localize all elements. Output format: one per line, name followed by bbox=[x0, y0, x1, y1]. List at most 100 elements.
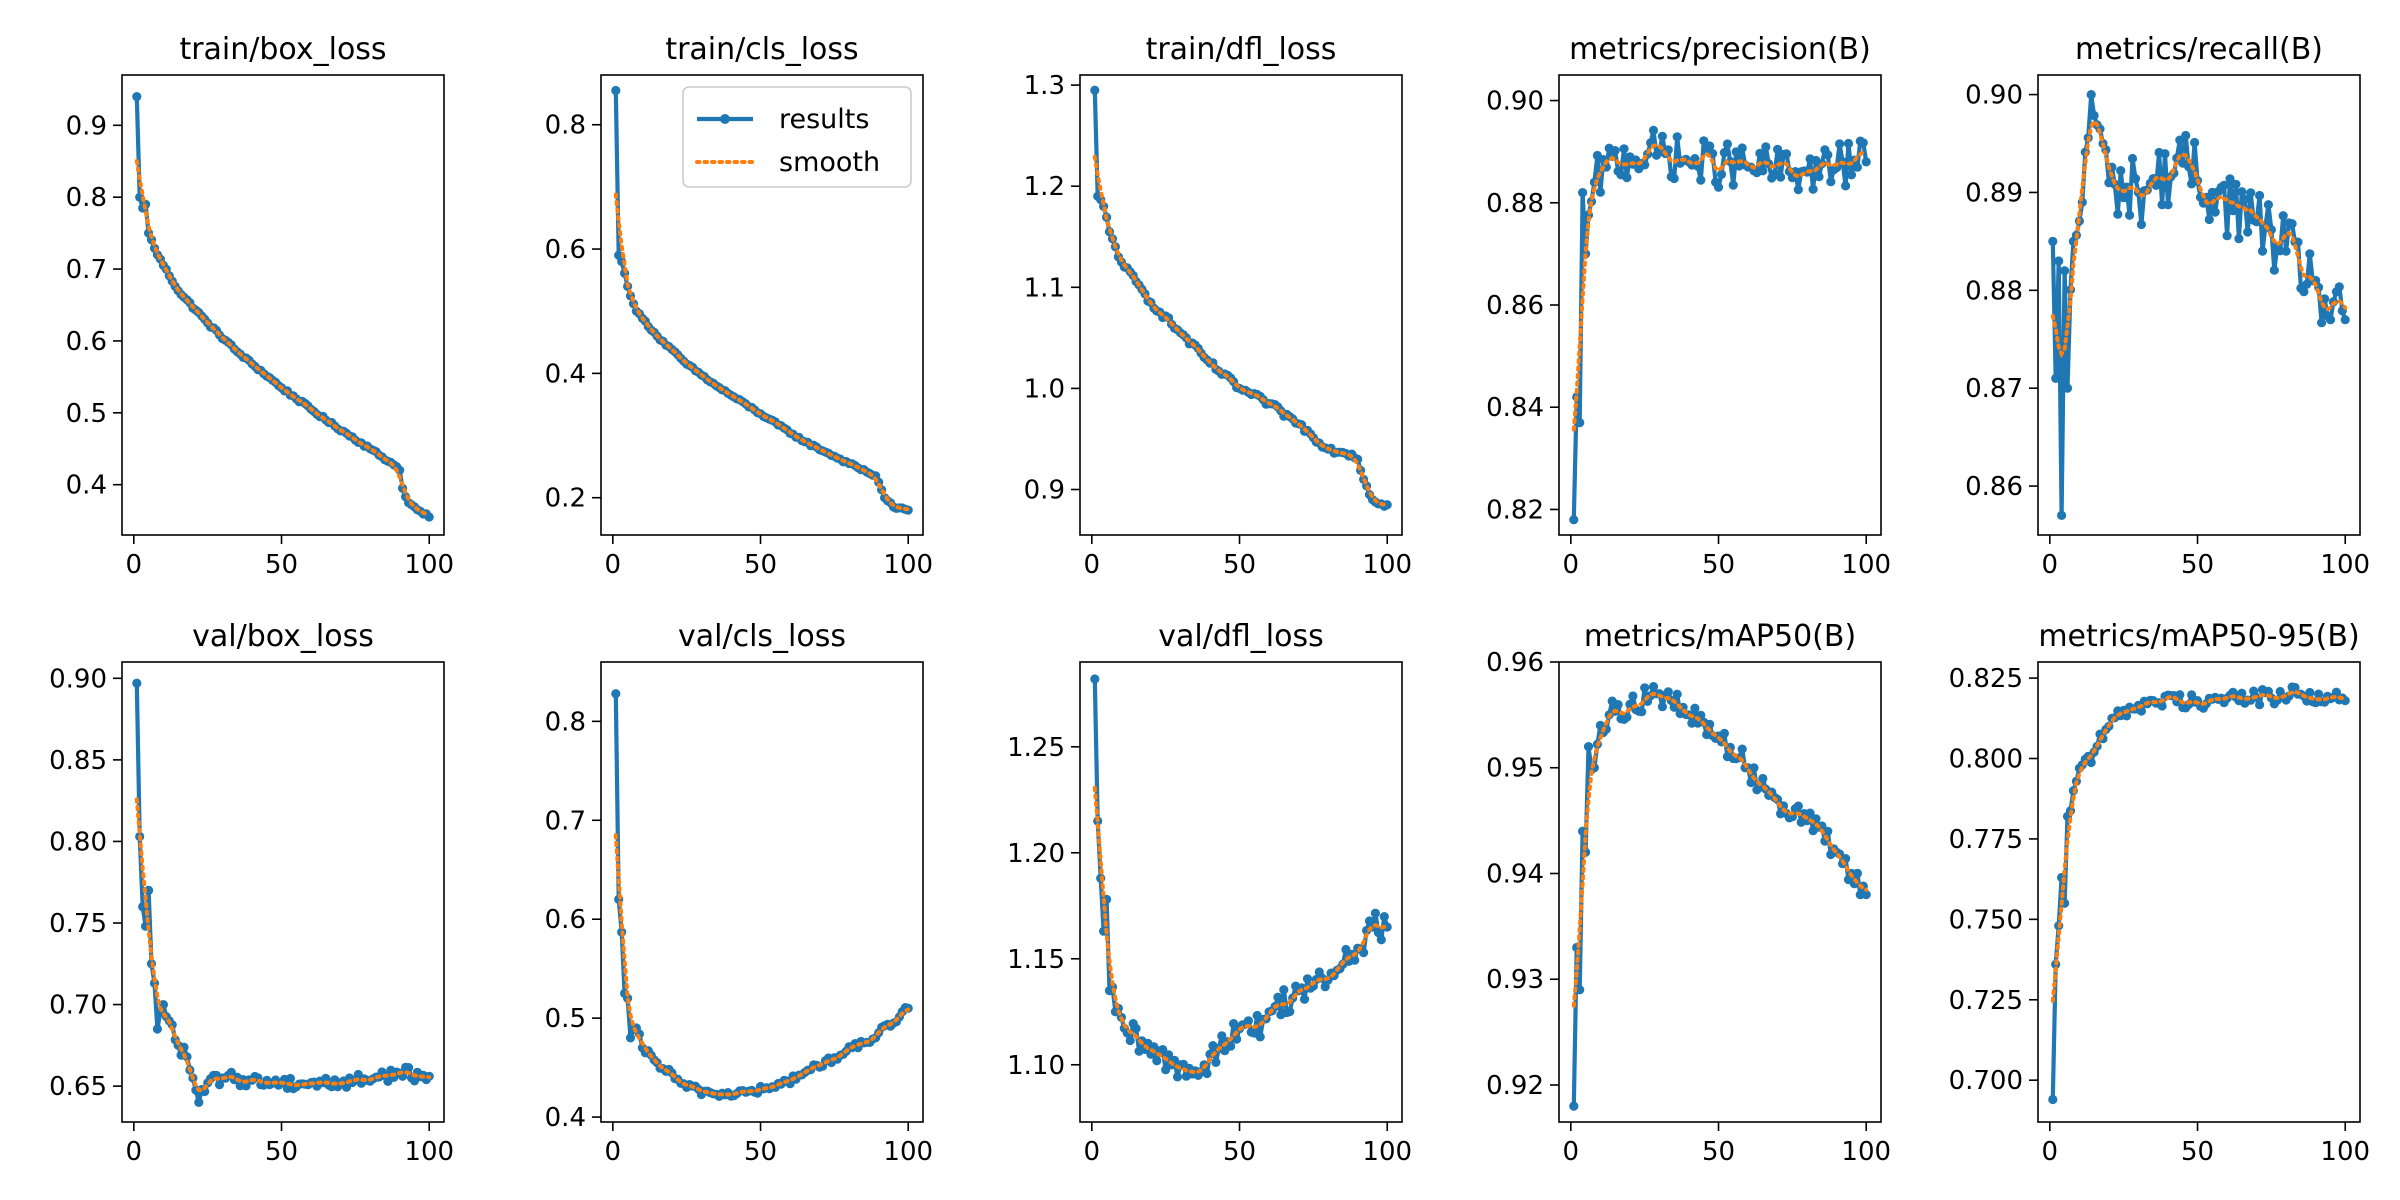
y-tick-label: 1.25 bbox=[1007, 733, 1065, 763]
results-point bbox=[1690, 703, 1700, 713]
x-tick-label: 100 bbox=[883, 1137, 933, 1167]
results-point bbox=[2057, 510, 2067, 520]
subplot-title: train/dfl_loss bbox=[1146, 32, 1337, 67]
results-point bbox=[1299, 994, 1310, 1004]
axes-frame bbox=[1558, 74, 1882, 536]
y-tick-label: 0.8 bbox=[545, 111, 586, 141]
x-tick-label: 0 bbox=[1084, 1137, 1101, 1167]
results-point bbox=[2054, 256, 2064, 266]
results-point bbox=[132, 678, 142, 688]
axes-frame bbox=[1558, 661, 1882, 1123]
results-point bbox=[2051, 373, 2061, 383]
x-tick-label: 0 bbox=[2042, 1137, 2059, 1167]
results-point bbox=[1749, 763, 1759, 773]
results-point bbox=[1814, 172, 1824, 182]
results-point bbox=[2136, 219, 2146, 230]
results-point bbox=[2184, 162, 2194, 172]
results-point bbox=[1728, 180, 1738, 190]
axes-frame bbox=[121, 74, 445, 536]
results-point bbox=[2187, 690, 2197, 700]
x-tick-label: 100 bbox=[1841, 550, 1891, 580]
results-point bbox=[2127, 153, 2138, 164]
results-point bbox=[2210, 207, 2220, 217]
results-point bbox=[2048, 1094, 2058, 1105]
results-point bbox=[2130, 174, 2141, 184]
results-point bbox=[2228, 206, 2238, 216]
results-point bbox=[2151, 180, 2161, 190]
results-point bbox=[1622, 173, 1632, 183]
results-point bbox=[1648, 682, 1659, 692]
results-point bbox=[1657, 702, 1667, 712]
results-point bbox=[2175, 690, 2185, 700]
results-point bbox=[1705, 141, 1715, 151]
x-tick-label: 100 bbox=[2320, 1137, 2370, 1167]
results-point bbox=[2243, 227, 2253, 237]
x-tick-label: 0 bbox=[605, 550, 622, 580]
x-tick-label: 50 bbox=[1223, 550, 1256, 580]
y-tick-label: 0.5 bbox=[66, 399, 107, 429]
y-tick-label: 0.88 bbox=[1965, 276, 2023, 306]
y-tick-label: 0.9 bbox=[1024, 476, 1065, 506]
x-tick-label: 0 bbox=[605, 1137, 622, 1167]
results-point bbox=[200, 1086, 210, 1097]
results-point bbox=[2314, 689, 2324, 699]
results-point bbox=[2116, 166, 2126, 176]
results-point bbox=[611, 85, 621, 96]
y-tick-label: 0.86 bbox=[1965, 472, 2023, 502]
x-tick-label: 0 bbox=[1084, 550, 1101, 580]
axes-frame bbox=[1079, 661, 1403, 1123]
results-point bbox=[1090, 85, 1100, 95]
subplot-title: metrics/mAP50-95(B) bbox=[2038, 619, 2359, 654]
results-point bbox=[1569, 1101, 1579, 1111]
subplot-title: train/cls_loss bbox=[665, 32, 858, 67]
results-point bbox=[194, 1097, 204, 1107]
results-point bbox=[1808, 184, 1818, 194]
y-tick-label: 0.750 bbox=[1949, 905, 2023, 935]
subplot-8: val/dfl_loss 0 50 100 1.10 1.15 1.20 1.25 bbox=[1007, 619, 1412, 1167]
results-point bbox=[1610, 146, 1620, 156]
axes-frame bbox=[600, 661, 924, 1123]
x-tick-label: 100 bbox=[1362, 550, 1412, 580]
results-point bbox=[2231, 179, 2241, 189]
results-point bbox=[1657, 131, 1667, 141]
results-line bbox=[613, 693, 909, 1099]
y-tick-label: 0.700 bbox=[1949, 1066, 2023, 1096]
subplot-title: val/cls_loss bbox=[678, 619, 846, 654]
results-point bbox=[1699, 136, 1709, 146]
results-point bbox=[152, 1024, 162, 1034]
y-tick-label: 0.95 bbox=[1486, 754, 1544, 784]
y-tick-label: 0.800 bbox=[1949, 745, 2023, 775]
results-point bbox=[2181, 130, 2191, 141]
smooth-line bbox=[613, 833, 911, 1097]
x-tick-label: 100 bbox=[1362, 1137, 1412, 1167]
smooth-line bbox=[2050, 118, 2348, 359]
results-point bbox=[2163, 200, 2173, 210]
x-tick-label: 50 bbox=[1223, 1137, 1256, 1167]
results-point bbox=[1575, 418, 1585, 428]
axes-frame bbox=[600, 74, 924, 536]
results-markers bbox=[611, 689, 913, 1101]
results-point bbox=[1716, 169, 1727, 179]
results-point bbox=[1637, 707, 1647, 717]
results-point bbox=[2219, 180, 2229, 190]
x-tick-label: 50 bbox=[1702, 1137, 1735, 1167]
results-point bbox=[1217, 1031, 1227, 1041]
subplot-6: val/box_loss 0 50 100 0.65 0.70 0.75 0.80 0.85 0.… bbox=[49, 619, 454, 1167]
results-point bbox=[1350, 955, 1360, 965]
results-point bbox=[1826, 177, 1836, 187]
x-tick-label: 50 bbox=[265, 550, 298, 580]
smooth-line bbox=[613, 192, 911, 512]
results-point bbox=[1273, 992, 1283, 1002]
results-point bbox=[2287, 219, 2297, 229]
y-tick-label: 0.82 bbox=[1486, 495, 1544, 525]
y-tick-label: 0.84 bbox=[1486, 393, 1544, 423]
y-tick-label: 0.96 bbox=[1486, 648, 1544, 678]
y-tick-label: 1.20 bbox=[1007, 839, 1065, 869]
y-tick-label: 0.7 bbox=[545, 806, 586, 836]
results-point bbox=[611, 689, 621, 699]
results-point bbox=[2089, 110, 2099, 121]
results-point bbox=[1719, 148, 1729, 158]
results-point bbox=[1628, 691, 1638, 701]
results-markers bbox=[1569, 125, 1871, 525]
